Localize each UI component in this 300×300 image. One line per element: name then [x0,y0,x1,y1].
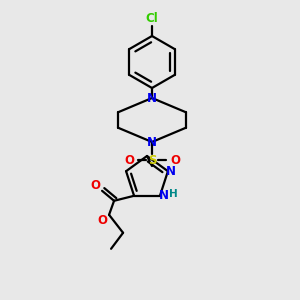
Text: H: H [169,189,177,199]
Text: N: N [159,189,169,202]
Text: N: N [147,136,157,148]
Text: O: O [124,154,134,166]
Text: Cl: Cl [146,13,158,26]
Text: O: O [170,154,180,166]
Text: S: S [148,154,156,166]
Text: O: O [97,214,107,227]
Text: O: O [90,179,100,192]
Text: N: N [166,165,176,178]
Text: N: N [147,92,157,104]
